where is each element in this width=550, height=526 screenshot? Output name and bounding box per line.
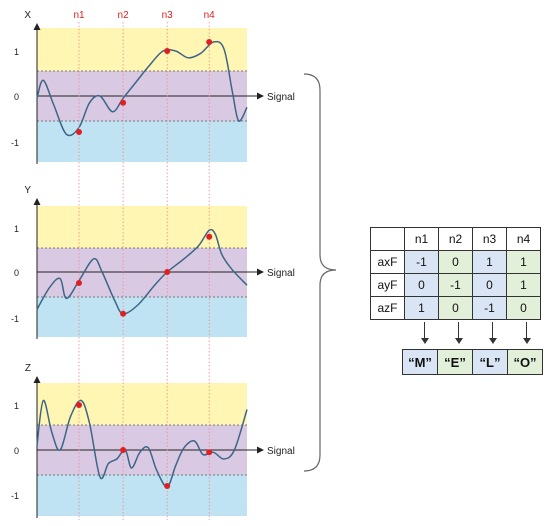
tick-label: 0 [14, 446, 19, 456]
tick-label: 1 [14, 401, 19, 411]
output-letter: “M” [402, 349, 438, 375]
table-header-n1: n1 [404, 227, 439, 251]
x-axis-arrow-icon [257, 268, 264, 276]
y-axis-arrow-icon [33, 198, 41, 205]
y-axis-arrow-icon [33, 23, 41, 30]
table-row-label: azF [370, 296, 405, 320]
axis-label: Y [24, 185, 31, 196]
table-cell: 0 [506, 296, 541, 320]
down-arrow-icon [455, 322, 463, 344]
axis-label: Z [25, 363, 31, 374]
signal-label: Signal [267, 446, 295, 457]
table-corner [370, 227, 405, 251]
table-cell: 1 [472, 250, 507, 274]
plots-layer: X Signal 1 0 -1 Y Signal 1 0 -1 Z Signal 1 0 -1 [11, 10, 295, 518]
marker-dot [120, 310, 127, 317]
table-row: azF 1 0 -1 0 [370, 296, 541, 320]
signal-plot-y: Y Signal 1 0 -1 [11, 185, 295, 339]
table-header-n3: n3 [472, 227, 507, 251]
x-axis-arrow-icon [257, 92, 264, 100]
marker-dot [76, 129, 82, 135]
feature-table: n1 n2 n3 n4 axF -1 0 1 1 ayF 0 -1 0 1 az… [370, 227, 541, 320]
signal-plot-z: Z Signal 1 0 -1 [11, 363, 295, 518]
table-cell: -1 [404, 250, 439, 274]
down-arrow-icon [523, 322, 531, 344]
tick-label: -1 [11, 491, 19, 501]
marker-lines-layer: n1 n2 n3 n4 [73, 10, 215, 520]
tick-label: 0 [14, 268, 19, 278]
grouping-brace [303, 73, 337, 472]
table-cell: -1 [472, 296, 507, 320]
marker-dot [164, 483, 171, 489]
band-high [37, 206, 247, 248]
tick-label: -1 [11, 314, 19, 324]
output-letter: “L” [472, 349, 508, 375]
band-low [37, 121, 247, 162]
down-arrow-icon [421, 322, 429, 344]
y-axis-arrow-icon [33, 376, 41, 383]
marker-dot [164, 48, 171, 54]
table-cell: 1 [506, 250, 541, 274]
signal-label: Signal [267, 92, 295, 103]
mapping-arrows [370, 322, 540, 348]
marker-dot [164, 269, 171, 275]
signal-curve [36, 40, 248, 137]
signal-curve [36, 399, 248, 488]
table-cell: 0 [404, 273, 439, 297]
down-arrow-icon [489, 322, 497, 344]
marker-label-n2: n2 [118, 10, 130, 21]
output-letters: “M” “E” “L” “O” [402, 349, 543, 375]
band-low [37, 297, 247, 337]
table-row: axF -1 0 1 1 [370, 250, 541, 274]
output-letter: “E” [437, 349, 473, 375]
signal-plot-x: X Signal 1 0 -1 [11, 10, 295, 164]
output-letter: “O” [507, 349, 543, 375]
table-cell: 1 [506, 273, 541, 297]
band-high [37, 28, 247, 71]
marker-dot [76, 402, 82, 408]
band-high [37, 383, 247, 425]
table-header-n2: n2 [438, 227, 473, 251]
tick-label: 1 [14, 47, 19, 57]
marker-dot [76, 280, 82, 286]
signal-curve [36, 228, 248, 315]
table-row-label: axF [370, 250, 405, 274]
band-low [37, 475, 247, 516]
marker-dot [120, 447, 127, 453]
tick-label: 0 [14, 92, 19, 102]
marker-label-n4: n4 [204, 10, 216, 21]
table-cell: 1 [404, 296, 439, 320]
marker-label-n3: n3 [162, 10, 174, 21]
table-row-label: ayF [370, 273, 405, 297]
table-cell: -1 [438, 273, 473, 297]
feature-table-wrap: n1 n2 n3 n4 axF -1 0 1 1 ayF 0 -1 0 1 az… [370, 227, 541, 320]
table-header-row: n1 n2 n3 n4 [370, 227, 541, 251]
tick-label: 1 [14, 224, 19, 234]
x-axis-arrow-icon [257, 446, 264, 454]
table-header-n4: n4 [506, 227, 541, 251]
marker-dot [206, 233, 213, 240]
marker-dot [206, 449, 213, 456]
table-cell: 0 [438, 250, 473, 274]
axis-label: X [24, 10, 31, 21]
table-cell: 0 [438, 296, 473, 320]
marker-dot [120, 99, 127, 106]
table-cell: 0 [472, 273, 507, 297]
signal-label: Signal [267, 268, 295, 279]
marker-dot [206, 39, 213, 45]
table-row: ayF 0 -1 0 1 [370, 273, 541, 297]
marker-label-n1: n1 [73, 10, 85, 21]
tick-label: -1 [11, 138, 19, 148]
